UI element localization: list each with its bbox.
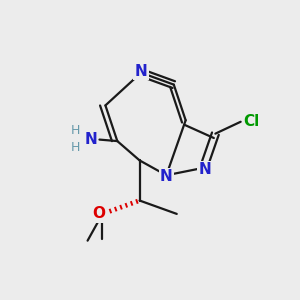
Text: N: N — [135, 64, 148, 79]
Text: N: N — [160, 169, 173, 184]
Text: H: H — [71, 124, 80, 137]
Text: O: O — [92, 206, 105, 221]
Text: Cl: Cl — [243, 114, 259, 129]
Text: N: N — [84, 132, 97, 147]
Text: N: N — [199, 162, 212, 177]
Text: H: H — [71, 141, 80, 154]
